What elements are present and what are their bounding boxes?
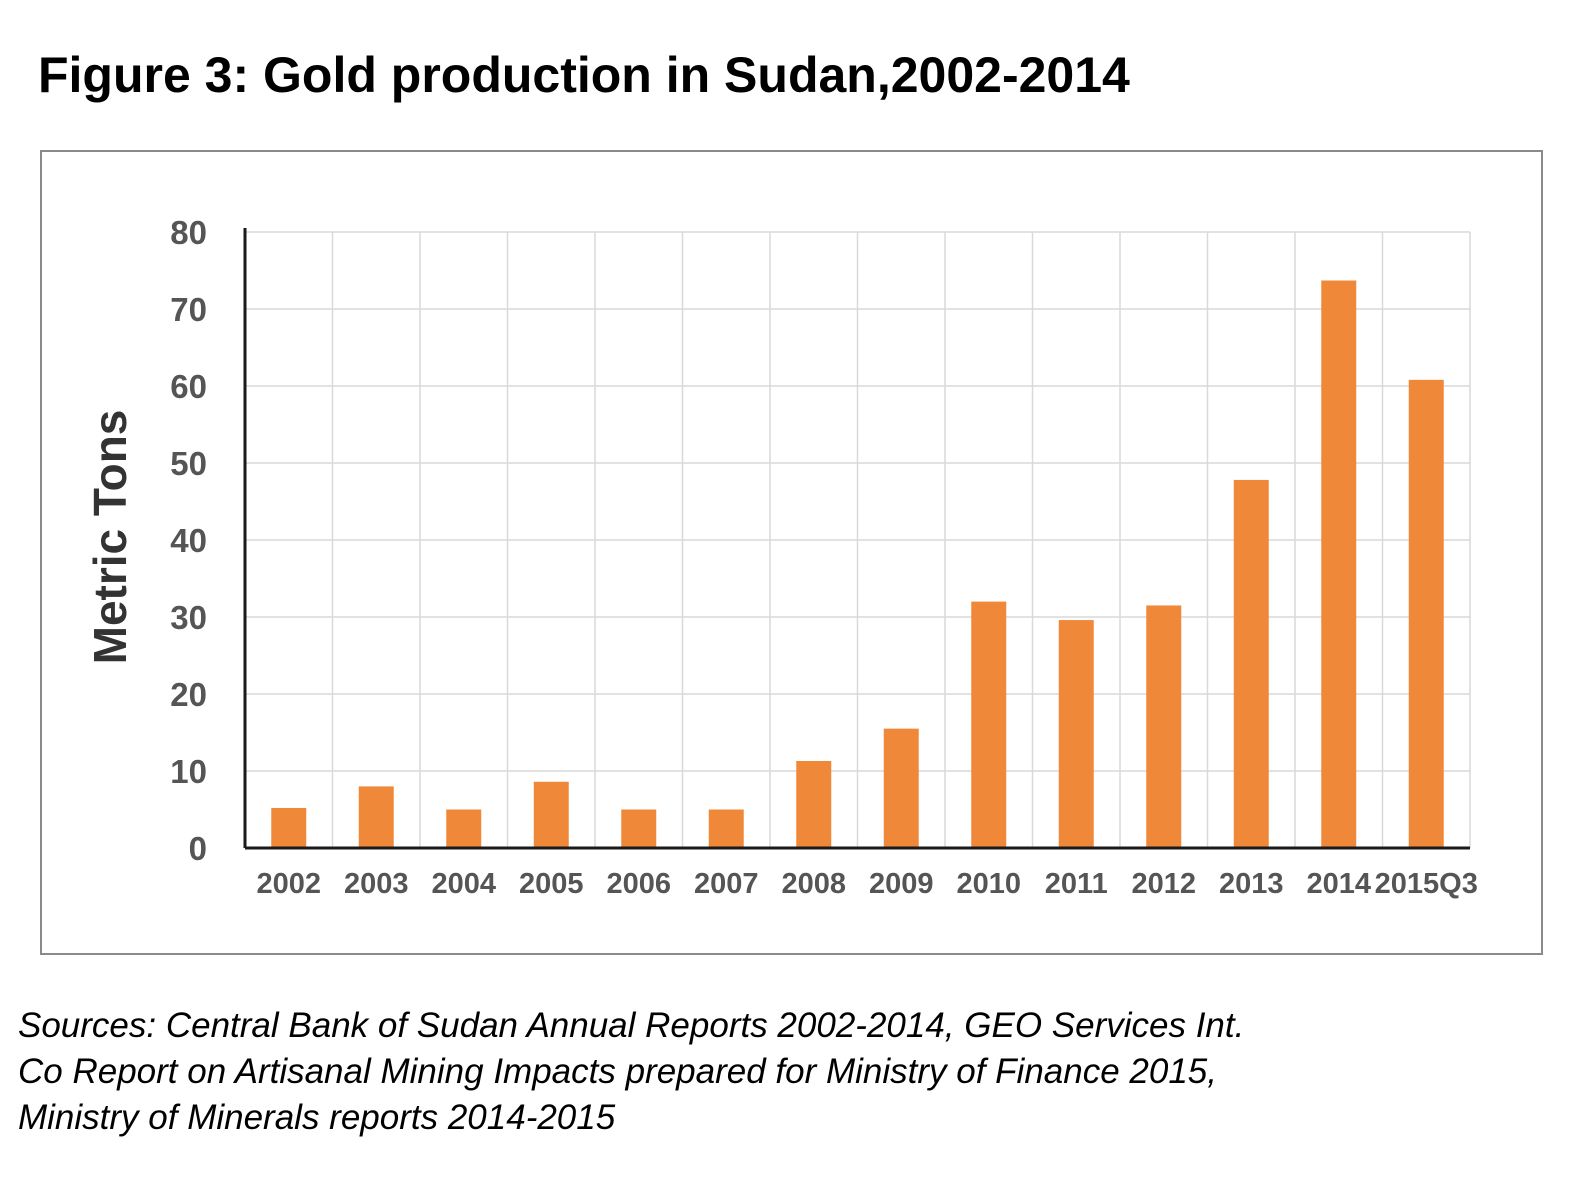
chart-frame: 0 10 20 30 40 50 60 70 80 2002 2003 2004 2005 2006 200… [40,150,1543,955]
axis-layer [243,228,1470,850]
x-tick-label: 2014 [1306,868,1371,900]
bar-2010 [971,601,1007,848]
x-tick-label: 2013 [1219,868,1284,900]
x-tick-label: 2012 [1131,868,1196,900]
grid-layer [245,231,1471,848]
x-tick-label: 2007 [694,868,759,900]
sources-note: Sources: Central Bank of Sudan Annual Re… [18,1003,1403,1141]
y-tick-label: 70 [170,291,207,328]
x-tick-label: 2011 [1045,868,1108,900]
y-tick-label: 50 [170,445,207,482]
y-tick-label: 40 [170,522,207,559]
bar-2012 [1146,605,1182,848]
bar-2013 [1233,479,1269,848]
x-tick-label: 2008 [781,868,846,900]
bar-2009 [883,728,919,848]
y-axis-title: Metric Tons [84,410,136,665]
bar-2006 [621,809,657,848]
bar-2011 [1058,620,1094,848]
figure-title: Figure 3: Gold production in Sudan,2002-… [38,47,1130,103]
y-tick-label: 0 [189,830,207,867]
x-tick-label: 2015Q3 [1375,868,1478,900]
x-tick-label: 2002 [256,868,321,900]
x-tick-label: 2010 [956,868,1021,900]
x-tick-label: 2005 [519,868,584,900]
label-layer: 0 10 20 30 40 50 60 70 80 2002 2003 2004 2005 2006 200… [84,214,1478,900]
y-tick-label: 80 [170,214,207,251]
y-tick-label: 20 [170,676,207,713]
bar-2004 [446,809,482,848]
x-tick-label: 2003 [344,868,409,900]
bar-layer [271,280,1444,848]
y-tick-label: 30 [170,599,207,636]
bar-2002 [271,807,307,848]
bar-2005 [533,781,569,848]
y-tick-label: 60 [170,368,207,405]
x-tick-label: 2006 [606,868,671,900]
bar-2007 [708,809,744,848]
bar-2015Q3 [1408,379,1444,848]
sources-line-2: Co Report on Artisanal Mining Impacts pr… [18,1052,1217,1091]
sources-line-1: Sources: Central Bank of Sudan Annual Re… [18,1006,1245,1045]
bar-chart: 0 10 20 30 40 50 60 70 80 2002 2003 2004 2005 2006 200… [84,214,1478,900]
x-tick-label: 2009 [869,868,934,900]
bar-2008 [796,760,832,848]
x-tick-label: 2004 [431,868,496,900]
bar-2014 [1321,280,1357,848]
y-tick-label: 10 [170,753,207,790]
bar-2003 [358,786,394,848]
sources-line-3: Ministry of Minerals reports 2014-2015 [18,1098,616,1137]
